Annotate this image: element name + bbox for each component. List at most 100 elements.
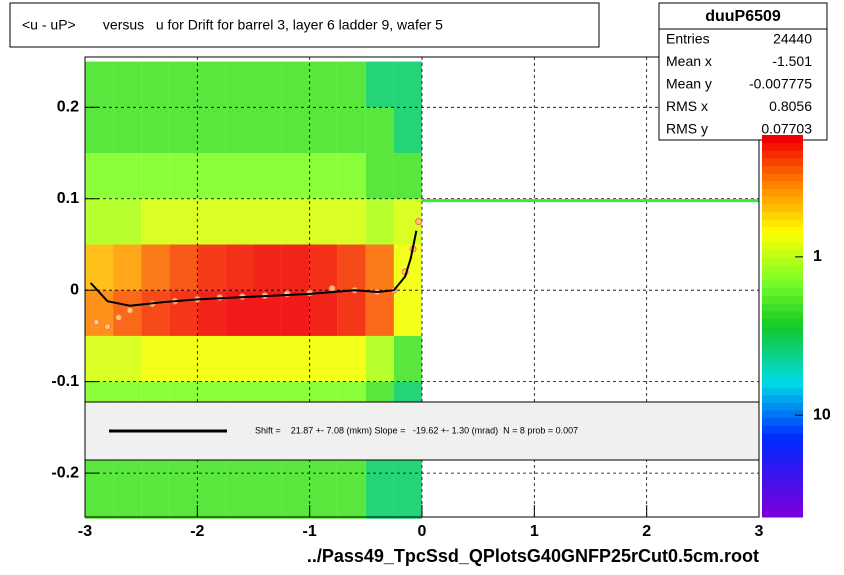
heat-cell — [85, 473, 114, 519]
palette-cell — [762, 432, 803, 442]
stats-value: -1.501 — [772, 53, 812, 69]
palette-cell — [762, 196, 803, 205]
heat-cell — [337, 153, 366, 199]
heat-cell — [141, 198, 170, 245]
palette-cell — [762, 463, 803, 472]
palette-cell — [762, 318, 803, 327]
heat-cell — [337, 244, 366, 291]
palette-cell — [762, 455, 803, 465]
palette-cell — [762, 402, 803, 411]
heat-cell — [141, 153, 170, 199]
heat-cell — [85, 107, 114, 154]
heat-cell — [225, 61, 254, 108]
x-tick-label: 2 — [642, 523, 651, 540]
heat-cell — [169, 244, 198, 291]
palette-cell — [762, 249, 803, 258]
palette-cell — [762, 326, 803, 335]
profile-point — [103, 323, 111, 331]
palette-cell — [762, 471, 803, 480]
palette-cell — [762, 211, 803, 220]
heat-cell — [309, 153, 338, 199]
palette-cell — [762, 135, 803, 144]
heat-cell — [197, 473, 226, 519]
stats-box: duuP6509 Entries 24440 Mean x -1.501 Mean y -… — [658, 2, 828, 141]
heat-cell — [197, 61, 226, 108]
chart-title: <u - uP> versus u for Drift for barrel 3… — [22, 17, 443, 33]
x-tick-label: 0 — [418, 523, 427, 540]
heat-cell — [281, 61, 310, 108]
heat-cell — [365, 61, 394, 108]
heat-cell — [365, 153, 394, 199]
palette-cell — [762, 157, 803, 167]
palette-cell — [762, 295, 803, 304]
palette-cell — [762, 188, 803, 197]
heat-cell — [393, 153, 422, 199]
heat-cell — [113, 61, 142, 108]
heat-cell — [141, 244, 170, 291]
y-tick-label: 0.2 — [57, 99, 79, 116]
heat-cell — [253, 335, 282, 382]
heat-cell — [225, 335, 254, 382]
heat-cell — [169, 473, 198, 519]
palette-cell — [762, 287, 803, 296]
profile-point — [115, 314, 123, 322]
heat-cell — [141, 107, 170, 154]
palette-cell — [762, 501, 803, 510]
profile-point — [126, 306, 134, 314]
palette-cell — [762, 440, 803, 449]
heat-cell — [197, 107, 226, 154]
stats-label: RMS x — [666, 98, 708, 114]
palette-cell — [762, 341, 803, 350]
stats-value: 0.07703 — [761, 121, 812, 137]
stats-label: Entries — [666, 31, 710, 47]
palette-cell — [762, 272, 803, 281]
y-tick-label: 0.1 — [57, 190, 79, 207]
z-tick-label: 1 — [813, 248, 822, 265]
palette-cell — [762, 356, 803, 365]
heat-cell — [365, 473, 394, 519]
palette-cell — [762, 264, 803, 274]
heat-cell — [169, 61, 198, 108]
heat-cell — [85, 198, 114, 245]
heat-cell — [197, 153, 226, 199]
heat-cell — [169, 198, 198, 245]
heat-cell — [113, 107, 142, 154]
heat-cell — [225, 153, 254, 199]
stats-value: -0.007775 — [749, 76, 812, 92]
palette-cell — [762, 226, 803, 235]
title-box — [9, 2, 600, 48]
heat-cell — [85, 153, 114, 199]
heat-cell — [141, 61, 170, 108]
heat-cell — [337, 335, 366, 382]
palette-cell — [762, 310, 803, 319]
palette-cell — [762, 150, 803, 159]
palette-cell — [762, 478, 803, 487]
stats-frame — [658, 2, 828, 141]
palette-cell — [762, 394, 803, 403]
palette-cell — [762, 219, 803, 228]
x-tick-label: -3 — [78, 523, 92, 540]
heat-cell — [85, 61, 114, 108]
heat-cell — [225, 473, 254, 519]
heat-cell — [113, 335, 142, 382]
heat-cell — [225, 198, 254, 245]
stats-value: 24440 — [773, 31, 812, 47]
palette-cell — [762, 509, 803, 518]
fit-line — [89, 230, 418, 307]
profile-point — [328, 284, 336, 292]
heat-cell — [197, 198, 226, 245]
palette-cell — [762, 417, 803, 426]
heat-cell — [169, 335, 198, 382]
heat-cell — [197, 335, 226, 382]
heat-cell — [365, 244, 394, 291]
palette-cell — [762, 180, 803, 189]
palette-cell — [762, 348, 803, 358]
profile-point — [415, 218, 423, 226]
stats-value: 0.8056 — [769, 98, 812, 114]
y-tick-label: 0 — [70, 281, 79, 298]
heat-cell — [365, 107, 394, 154]
x-tick-label: 3 — [755, 523, 764, 540]
palette-cell — [762, 203, 803, 212]
heat-cell — [141, 473, 170, 519]
